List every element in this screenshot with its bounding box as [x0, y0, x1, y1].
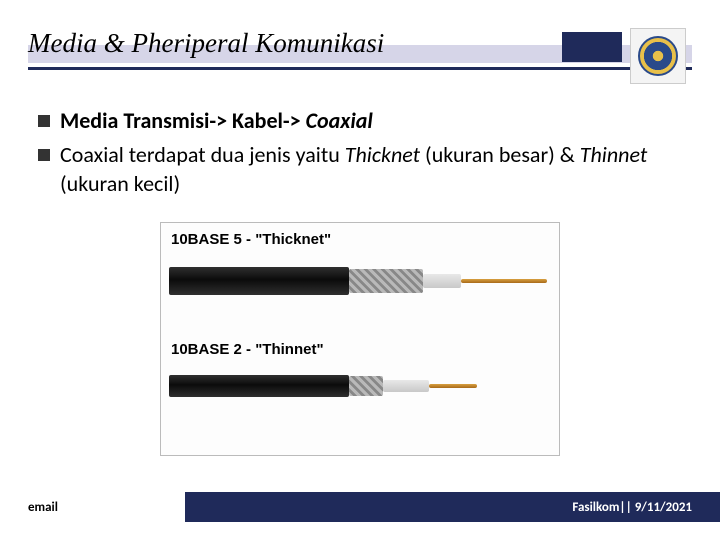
cable-shield: [349, 269, 423, 293]
bullet-text-part: Coaxial terdapat dua jenis yaitu: [60, 141, 345, 168]
cable-jacket: [169, 267, 349, 295]
bullet-emph: Thinnet: [580, 141, 647, 168]
cable-dielectric: [383, 380, 429, 392]
cable-figure: 10BASE 5 - "Thicknet" 10BASE 2 - "Thinne…: [160, 222, 560, 456]
footer-left: email: [0, 492, 185, 522]
bullet-icon: [38, 115, 50, 127]
bullet-emph: Coaxial: [306, 107, 373, 134]
university-logo: [630, 28, 686, 84]
slide-title: Media & Pheriperal Komunikasi: [28, 28, 384, 59]
cable-dielectric: [423, 274, 461, 288]
bullet-item: Media Transmisi-> Kabel-> Coaxial: [38, 106, 682, 136]
cable-core: [429, 384, 477, 388]
cable-jacket: [169, 375, 349, 397]
bullet-text-part: (ukuran besar) &: [420, 141, 580, 168]
fig-label-thicknet: 10BASE 5 - "Thicknet": [171, 231, 331, 248]
footer: email Fasilkom|| 9/11/2021: [0, 492, 720, 522]
bullet-text: Coaxial terdapat dua jenis yaitu Thickne…: [60, 140, 682, 199]
title-bar: Media & Pheriperal Komunikasi: [28, 22, 692, 64]
bullet-prefix: Media Transmisi-> Kabel->: [60, 107, 306, 134]
bullet-text-part: (ukuran kecil): [60, 170, 180, 197]
cable-core: [461, 279, 547, 283]
title-underline: [28, 67, 692, 70]
logo-icon: [638, 36, 678, 76]
content-area: Media Transmisi-> Kabel-> Coaxial Coaxia…: [38, 106, 682, 203]
footer-right: Fasilkom|| 9/11/2021: [185, 492, 720, 522]
slide: Media & Pheriperal Komunikasi Media Tran…: [0, 0, 720, 540]
cable-shield: [349, 376, 383, 396]
bullet-text: Media Transmisi-> Kabel-> Coaxial: [60, 106, 682, 136]
bullet-icon: [38, 149, 50, 161]
fig-label-thinnet: 10BASE 2 - "Thinnet": [171, 341, 324, 358]
bullet-item: Coaxial terdapat dua jenis yaitu Thickne…: [38, 140, 682, 199]
bullet-emph: Thicknet: [345, 141, 420, 168]
